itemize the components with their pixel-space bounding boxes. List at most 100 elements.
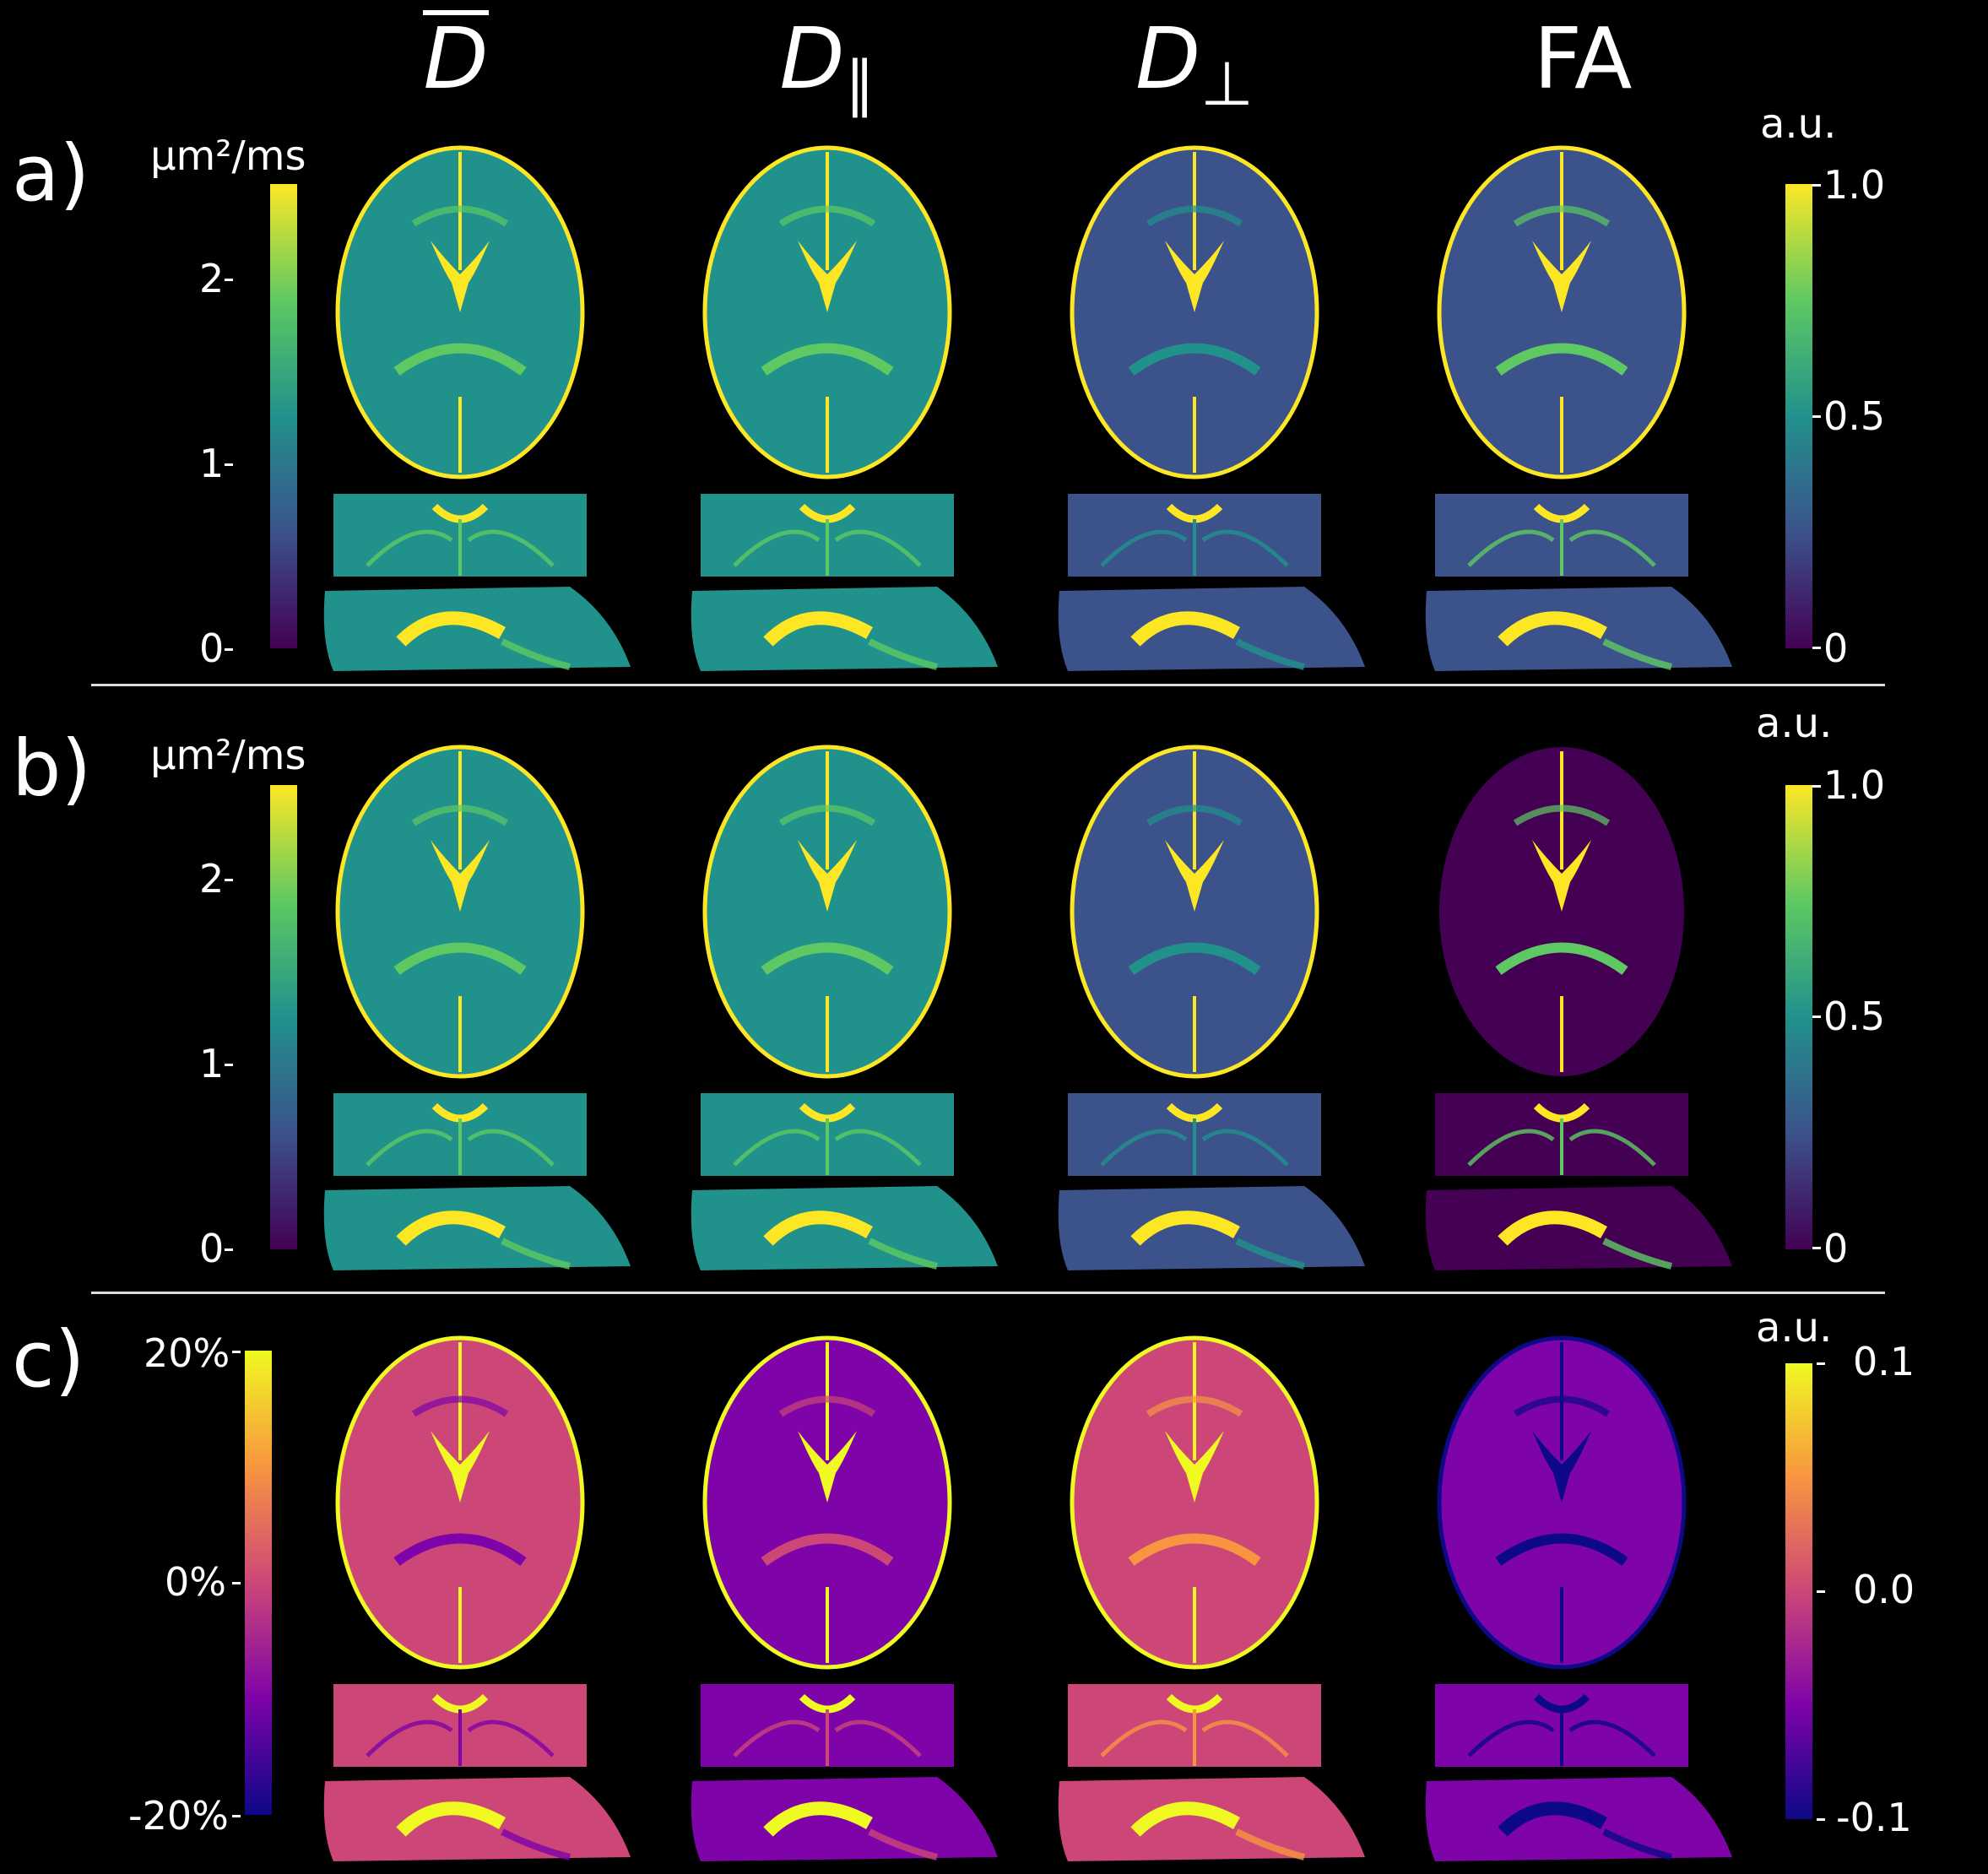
coronal-tracts — [733, 1129, 922, 1167]
coronal-ventricle — [799, 1693, 856, 1714]
tick-mark — [1812, 184, 1821, 187]
tick-mark — [1817, 1590, 1825, 1593]
column-title-mean-diffusivity: D — [329, 10, 582, 101]
tick-mark — [1812, 647, 1821, 649]
coronal-ventricle — [799, 1102, 856, 1123]
ventricles — [1532, 1431, 1591, 1503]
right-colorbar-tick: 0.0 — [1853, 1567, 1915, 1612]
coronal-slice — [1435, 1093, 1688, 1176]
brainstem — [1602, 638, 1672, 670]
tick-mark — [1817, 1362, 1825, 1365]
axial-slice — [1070, 1335, 1319, 1670]
brain-slice-panel — [691, 745, 998, 1270]
right-colorbar-plasma — [1785, 1363, 1812, 1819]
column-title-text: D — [1135, 9, 1201, 108]
corpus-callosum — [1130, 1801, 1240, 1837]
axial-slice — [1437, 145, 1687, 479]
corpus-callosum — [396, 1801, 506, 1837]
brain-slice-panel — [323, 145, 631, 671]
column-title-axial-diffusivity: D∥ — [701, 17, 954, 126]
tick-mark — [225, 463, 233, 466]
genu — [1513, 804, 1611, 826]
brain-slice-panel — [1058, 745, 1365, 1270]
row-label-b: b) — [12, 723, 92, 814]
left-colorbar-tick: 2 — [199, 256, 225, 301]
brain-slice-panel — [1058, 145, 1365, 671]
coronal-tracts — [366, 529, 555, 567]
left-colorbar-viridis — [270, 184, 297, 648]
row-divider — [91, 684, 1885, 686]
genu — [778, 205, 876, 227]
splenium — [1495, 1533, 1628, 1566]
right-colorbar-unit: a.u. — [1760, 100, 1837, 148]
coronal-tracts — [1467, 1720, 1656, 1758]
ventricles — [431, 840, 490, 912]
coronal-slice — [333, 1684, 587, 1767]
tick-mark — [225, 1248, 233, 1251]
coronal-ventricle — [431, 1102, 489, 1123]
left-colorbar-tick: 1 — [199, 1041, 225, 1086]
sagittal-slice — [323, 587, 631, 671]
ventricles — [1532, 840, 1591, 912]
left-colorbar-tick: 0% — [165, 1559, 226, 1605]
sagittal-slice — [1058, 1777, 1365, 1861]
coronal-ventricle — [431, 1693, 489, 1714]
brain-slice-panel — [691, 1335, 998, 1861]
brainstem — [868, 1238, 938, 1270]
coronal-slice — [333, 494, 587, 577]
right-colorbar-tick: 0.5 — [1823, 994, 1886, 1039]
coronal-ventricle — [1533, 1693, 1590, 1714]
corpus-callosum — [763, 1801, 873, 1837]
row-label-c: c) — [12, 1314, 85, 1405]
tick-mark — [225, 648, 233, 651]
column-title-radial-diffusivity: D⊥ — [1068, 17, 1321, 126]
brainstem — [501, 638, 571, 670]
corpus-callosum — [1498, 1211, 1607, 1246]
coronal-tracts — [366, 1720, 555, 1758]
coronal-ventricle — [431, 503, 489, 523]
genu — [1513, 205, 1611, 227]
tick-mark — [1812, 785, 1821, 788]
coronal-slice — [701, 1684, 954, 1767]
sagittal-slice — [323, 1186, 631, 1270]
brainstem — [868, 638, 938, 670]
right-colorbar-unit: a.u. — [1756, 700, 1833, 747]
coronal-slice — [333, 1093, 587, 1176]
corpus-callosum — [1498, 1801, 1607, 1837]
ventricles — [1165, 241, 1224, 312]
tick-mark — [225, 279, 233, 281]
coronal-tracts — [733, 1720, 922, 1758]
genu — [411, 804, 509, 826]
coronal-slice — [1068, 1684, 1321, 1767]
coronal-tracts — [733, 529, 922, 567]
brain-slice-panel — [1425, 145, 1732, 671]
genu — [778, 804, 876, 826]
corpus-callosum — [1498, 611, 1607, 647]
coronal-tracts — [1467, 529, 1656, 567]
right-colorbar-tick: -0.1 — [1836, 1795, 1912, 1840]
coronal-slice — [1435, 494, 1688, 577]
right-colorbar-tick: 0 — [1823, 1226, 1849, 1271]
left-colorbar-tick: -20% — [128, 1793, 229, 1839]
column-title-text: D — [423, 9, 489, 108]
axial-slice — [1070, 745, 1319, 1079]
left-colorbar-tick: 1 — [199, 441, 225, 486]
right-colorbar-tick: 0.1 — [1853, 1339, 1915, 1384]
splenium — [761, 942, 894, 975]
splenium — [761, 1533, 894, 1566]
splenium — [1495, 942, 1628, 975]
brain-slice-panel — [691, 145, 998, 671]
ventricles — [1532, 241, 1591, 312]
sagittal-slice — [691, 1186, 998, 1270]
coronal-tracts — [1100, 1129, 1289, 1167]
coronal-ventricle — [1166, 503, 1223, 523]
right-colorbar-tick: 1.0 — [1823, 762, 1886, 808]
coronal-slice — [701, 1093, 954, 1176]
brainstem — [501, 1238, 571, 1270]
ventricles — [1165, 1431, 1224, 1503]
sagittal-slice — [323, 1777, 631, 1861]
axial-slice — [1439, 747, 1684, 1076]
tick-mark — [232, 1351, 241, 1353]
coronal-ventricle — [1533, 503, 1590, 523]
splenium — [1128, 942, 1261, 975]
